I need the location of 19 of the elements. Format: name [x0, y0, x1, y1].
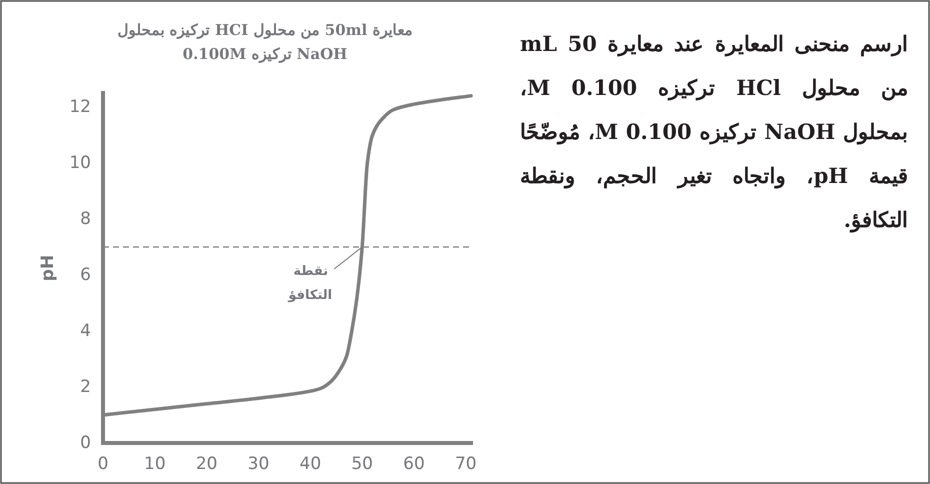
- x-tick-label: 50: [351, 454, 373, 474]
- y-tick-label: 4: [80, 321, 91, 341]
- y-tick-label: 10: [69, 153, 91, 173]
- x-tick-label: 30: [248, 454, 270, 474]
- y-tick-label: 0: [80, 433, 91, 453]
- y-tick-label: 2: [80, 377, 91, 397]
- x-tick-label: 40: [300, 454, 322, 474]
- y-tick-label: 12: [69, 97, 91, 117]
- y-tick-label: 8: [80, 209, 91, 229]
- y-axis-title: pH: [38, 254, 58, 282]
- x-tick-label: 10: [144, 454, 166, 474]
- x-tick-label: 20: [196, 454, 218, 474]
- x-tick-label: 0: [98, 454, 108, 474]
- annotation: نقطة التكافؤ: [287, 264, 332, 303]
- x-tick-label: 60: [403, 454, 425, 474]
- y-tick-label: 6: [80, 265, 91, 285]
- x-tick-label: 70: [454, 454, 477, 474]
- chart-title: معايرة 50ml من محلول HCI تركيزه بمحلول NaOH تركيزه 0.100M: [116, 20, 414, 65]
- text: ارسم منحنى المعايرة عند معايرة 50 mL من محلول HCl تركيزه 0.100 M، بمحلول NaOH تركيزه 0.100 M، مُوضّحًا قيمة pH، واتجاه تغير الحجم، ونقطة التكافؤ.: [520, 30, 908, 234]
